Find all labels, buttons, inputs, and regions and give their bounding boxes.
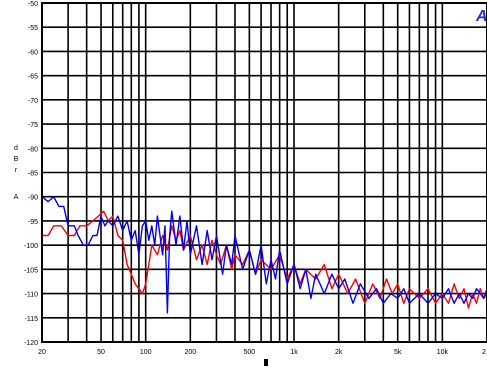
y-tick-label: -95 xyxy=(28,219,38,226)
x-tick-label: 1k xyxy=(290,349,298,356)
y-tick-label: -60 xyxy=(28,49,38,56)
x-tick-label: 200 xyxy=(184,349,196,356)
y-tick-label: -100 xyxy=(24,243,38,250)
series-line-1 xyxy=(42,210,487,309)
x-axis-label-mark xyxy=(264,359,268,366)
y-axis-label-letter: r xyxy=(15,167,18,174)
y-tick-label: -110 xyxy=(25,292,39,299)
x-tick-label: 2 xyxy=(482,349,486,356)
x-tick-label: 20 xyxy=(38,349,46,356)
y-axis-label-letter: d xyxy=(14,145,18,152)
y-tick-label: -105 xyxy=(24,267,38,274)
x-tick-label: 2k xyxy=(335,349,343,356)
y-tick-label: -70 xyxy=(28,98,38,105)
grid xyxy=(42,2,487,343)
series-line-2 xyxy=(41,195,487,314)
y-axis-label-letter: A xyxy=(14,194,19,201)
x-tick-label: 5k xyxy=(394,349,402,356)
y-axis-ticks: -50 -55 -60 -65 -70 -75 -80 -85 -90 -95 -100 -105 -1… xyxy=(24,1,38,347)
x-tick-label: 10k xyxy=(437,349,449,356)
y-axis-label-letter: B xyxy=(14,156,19,163)
y-tick-label: -90 xyxy=(28,195,38,202)
y-tick-label: -65 xyxy=(28,74,38,81)
brand-mark: A xyxy=(475,8,487,25)
y-axis-label: dBr A xyxy=(14,145,19,201)
series-layer xyxy=(41,195,487,314)
y-tick-label: -80 xyxy=(28,146,38,153)
y-tick-label: -85 xyxy=(28,171,38,178)
x-tick-label: 50 xyxy=(97,349,105,356)
y-tick-label: -55 xyxy=(28,25,38,32)
x-tick-label: 100 xyxy=(140,349,152,356)
y-tick-label: -75 xyxy=(28,122,38,129)
x-axis-ticks: 20 50 100 200 500 1k 2k 5k 10k 2 xyxy=(38,349,486,356)
plot-frame xyxy=(41,2,487,343)
y-tick-label: -115 xyxy=(25,316,39,323)
y-tick-label: -120 xyxy=(24,340,38,347)
x-tick-label: 500 xyxy=(244,349,256,356)
y-tick-label: -50 xyxy=(28,1,38,8)
